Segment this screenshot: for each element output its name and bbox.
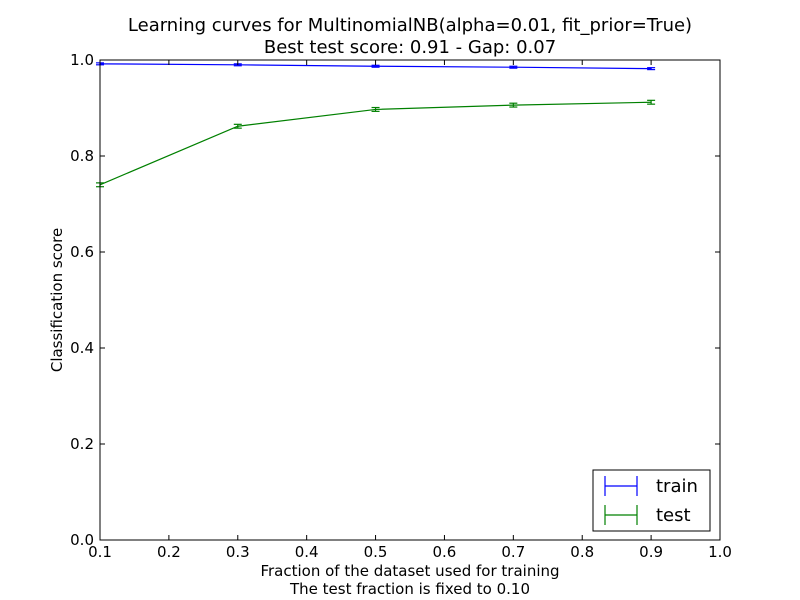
y-tick-label: 0.4 bbox=[70, 339, 94, 357]
x-tick: 1.0 bbox=[708, 60, 732, 561]
y-axis-label: Classification score bbox=[48, 228, 66, 372]
x-tick: 0.5 bbox=[364, 60, 388, 561]
x-tick-label: 1.0 bbox=[708, 543, 732, 561]
x-tick-label: 0.1 bbox=[88, 543, 112, 561]
y-tick-label: 0.8 bbox=[70, 147, 94, 165]
x-tick: 0.8 bbox=[570, 60, 594, 561]
chart-title: Learning curves for MultinomialNB(alpha=… bbox=[128, 15, 692, 36]
error-bar bbox=[233, 123, 242, 129]
x-tick-label: 0.4 bbox=[295, 543, 319, 561]
x-tick: 0.6 bbox=[433, 60, 457, 561]
x-tick: 0.2 bbox=[157, 60, 181, 561]
x-tick: 0.4 bbox=[295, 60, 319, 561]
x-tick: 0.1 bbox=[88, 60, 112, 561]
y-tick: 0.0 bbox=[70, 531, 720, 549]
x-tick-label: 0.8 bbox=[570, 543, 594, 561]
x-tick: 0.3 bbox=[226, 60, 250, 561]
legend-test-marker bbox=[604, 505, 638, 525]
x-tick-label: 0.6 bbox=[433, 543, 457, 561]
x-tick-label: 0.9 bbox=[639, 543, 663, 561]
y-tick-label: 0.2 bbox=[70, 435, 94, 453]
error-bar bbox=[509, 65, 518, 69]
x-axis-label: Fraction of the dataset used for trainin… bbox=[260, 562, 559, 580]
legend-train-marker bbox=[604, 476, 638, 496]
legend-test-label: test bbox=[656, 505, 691, 526]
error-bar bbox=[371, 106, 380, 112]
y-tick: 0.2 bbox=[70, 435, 720, 453]
x-tick: 0.9 bbox=[639, 60, 663, 561]
y-tick: 1.0 bbox=[70, 51, 720, 69]
series-test bbox=[96, 99, 656, 188]
x-axis-label-secondary: The test fraction is fixed to 0.10 bbox=[289, 580, 530, 598]
series-train bbox=[96, 62, 656, 71]
y-tick-label: 0.0 bbox=[70, 531, 94, 549]
chart-subtitle: Best test score: 0.91 - Gap: 0.07 bbox=[264, 37, 556, 58]
x-tick-label: 0.2 bbox=[157, 543, 181, 561]
y-tick-label: 0.6 bbox=[70, 243, 94, 261]
x-tick-label: 0.5 bbox=[364, 543, 388, 561]
x-tick-label: 0.3 bbox=[226, 543, 250, 561]
error-bar bbox=[647, 99, 656, 105]
error-bar bbox=[509, 102, 518, 108]
error-bar bbox=[371, 64, 380, 68]
y-tick: 0.4 bbox=[70, 339, 720, 357]
legend: train test bbox=[592, 469, 711, 532]
x-tick-label: 0.7 bbox=[501, 543, 525, 561]
y-tick-label: 1.0 bbox=[70, 51, 94, 69]
x-tick: 0.7 bbox=[501, 60, 525, 561]
legend-train-label: train bbox=[656, 476, 698, 497]
y-tick: 0.6 bbox=[70, 243, 720, 261]
y-tick: 0.8 bbox=[70, 147, 720, 165]
error-bar bbox=[647, 67, 656, 71]
legend-box bbox=[592, 469, 711, 532]
plot-frame bbox=[99, 59, 721, 541]
